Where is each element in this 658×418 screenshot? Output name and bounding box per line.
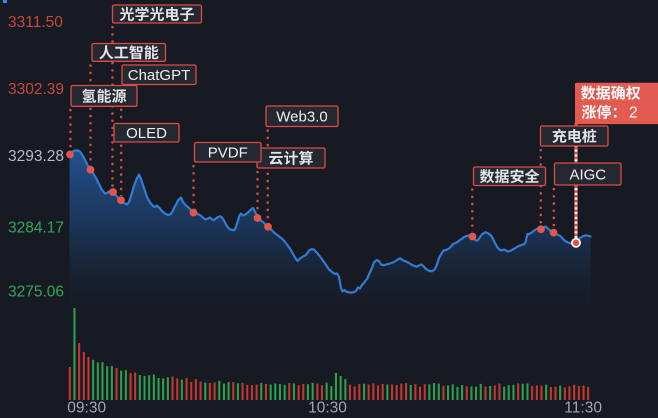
svg-text:Web3.0: Web3.0	[276, 109, 327, 126]
svg-text:09:30: 09:30	[67, 400, 106, 417]
svg-text:3302.39: 3302.39	[8, 81, 64, 98]
svg-text:PVDF: PVDF	[208, 145, 248, 162]
svg-text:3284.17: 3284.17	[8, 220, 64, 237]
svg-text:3311.50: 3311.50	[8, 14, 63, 31]
svg-text:AIGC: AIGC	[569, 166, 606, 183]
svg-text:3293.28: 3293.28	[8, 148, 64, 165]
svg-text:11:30: 11:30	[564, 400, 602, 417]
svg-text:OLED: OLED	[126, 125, 167, 142]
svg-text:ChatGPT: ChatGPT	[128, 67, 191, 84]
svg-text:2: 2	[629, 105, 638, 122]
svg-text:3275.06: 3275.06	[8, 284, 64, 301]
svg-text:10:30: 10:30	[308, 400, 347, 417]
